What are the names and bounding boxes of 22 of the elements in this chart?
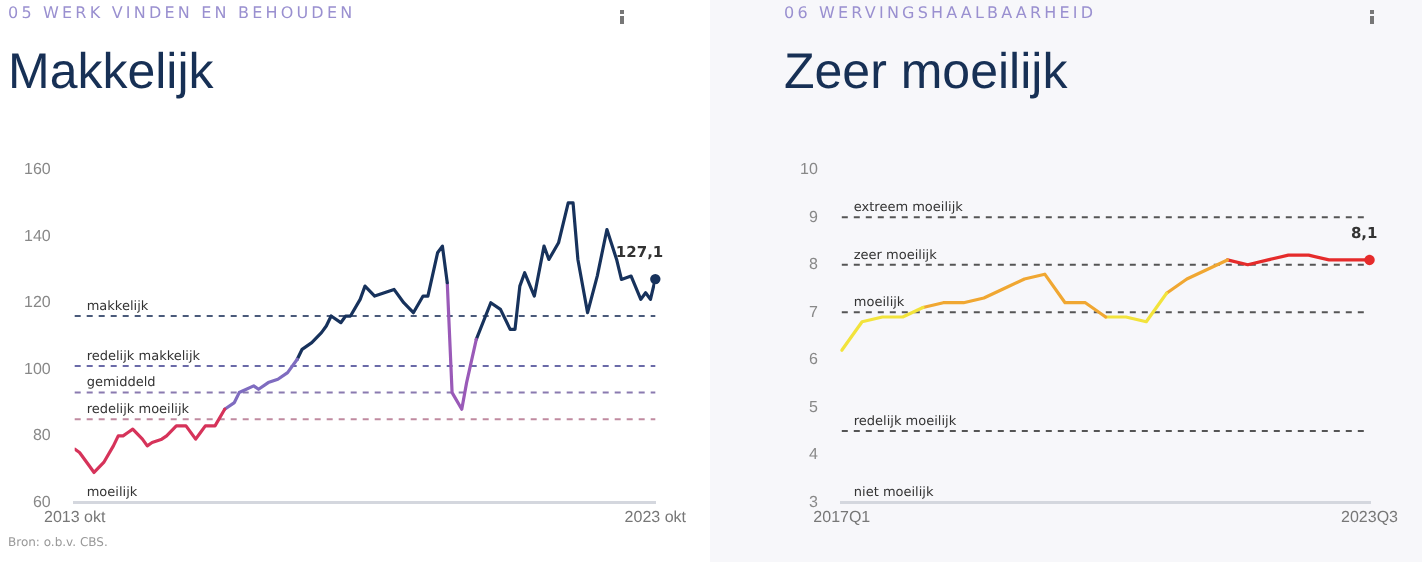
y-tick-label: 140 [23,226,52,245]
x-tick-label: 2017Q1 [813,508,872,527]
y-tick-label: 8 [808,255,819,274]
x-tick-label: 2013 okt [43,508,107,527]
y-tick-label: 6 [808,350,819,369]
y-tick-label: 7 [808,302,819,321]
x-tick-label: 2023 okt [624,508,688,527]
x-tick-label: 2023Q3 [1341,508,1400,527]
y-tick-label: 80 [32,426,52,445]
y-tick-label: 9 [808,207,819,226]
y-tick-label: 3 [808,492,819,511]
y-tick-label: 60 [32,492,52,511]
chart-title: Makkelijk [8,44,214,102]
chart-subtitle: 06 WERVINGSHAALBAARHEID [784,4,1097,22]
chart-subtitle: 05 WERK VINDEN EN BEHOUDEN [8,4,356,22]
y-tick-label: 10 [799,160,819,179]
y-tick-label: 4 [808,445,819,464]
y-tick-label: 100 [23,359,52,378]
y-tick-label: 160 [23,160,52,179]
chart-title: Zeer moeilijk [784,44,1068,102]
y-tick-label: 120 [23,293,52,312]
y-tick-label: 5 [808,397,819,416]
